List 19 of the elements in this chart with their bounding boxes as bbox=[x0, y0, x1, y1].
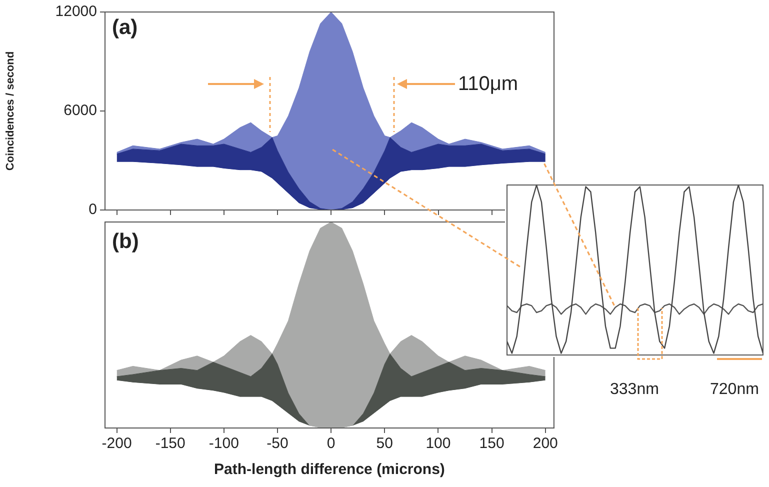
x-tick-label: -200 bbox=[102, 435, 132, 452]
x-tick-label: 150 bbox=[479, 435, 504, 452]
annotation: (b) bbox=[112, 230, 139, 254]
x-tick-label: 50 bbox=[376, 435, 393, 452]
y-axis-title: Coincidences / second bbox=[4, 51, 17, 171]
text: 720nm bbox=[710, 381, 759, 399]
x-tick-label: 200 bbox=[532, 435, 558, 452]
text: 333nm bbox=[610, 381, 659, 399]
x-tick-label: -150 bbox=[155, 435, 186, 452]
x-tick-label: 100 bbox=[426, 435, 451, 452]
x-tick-label: -100 bbox=[208, 435, 239, 452]
x-axis-title: Path-length difference (microns) bbox=[214, 461, 445, 478]
x-tick-label: 0 bbox=[326, 435, 336, 452]
y-tick-label: 0 bbox=[88, 201, 97, 218]
annotation: 110μm bbox=[458, 73, 518, 96]
y-tick-label: 6000 bbox=[64, 102, 97, 120]
y-tick-label: 12000 bbox=[55, 3, 97, 20]
x-tick-label: -50 bbox=[266, 435, 288, 452]
annotation: (a) bbox=[112, 16, 138, 40]
